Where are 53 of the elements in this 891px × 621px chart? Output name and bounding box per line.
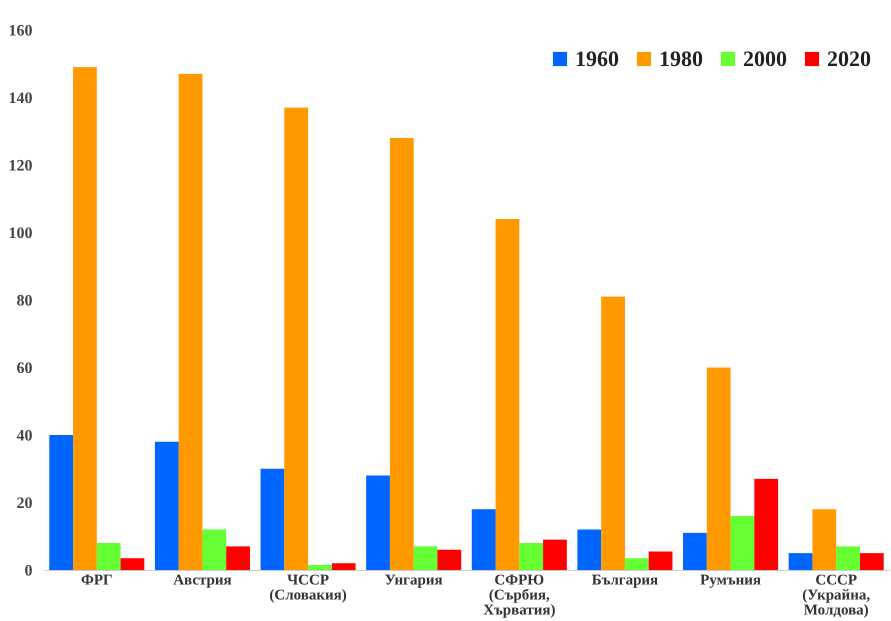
x-tick-label: ФРГ bbox=[81, 572, 113, 588]
x-tick-label: СФРЮ (Сърбия, Хърватия) bbox=[483, 572, 556, 618]
legend-label: 1980 bbox=[659, 46, 703, 71]
bar bbox=[472, 509, 496, 570]
x-tick-label: Австрия bbox=[173, 572, 232, 588]
bar bbox=[308, 564, 332, 570]
bar bbox=[836, 546, 860, 570]
bar bbox=[49, 435, 74, 570]
bar bbox=[332, 563, 356, 570]
bar bbox=[202, 530, 226, 570]
x-tick-label: СССР (Украйна, Молдова) bbox=[802, 572, 870, 618]
bar bbox=[178, 74, 202, 570]
bar bbox=[577, 530, 602, 570]
y-tick-label: 0 bbox=[24, 562, 32, 580]
x-tick-label: ЧССР (Словакия) bbox=[269, 572, 347, 604]
bar bbox=[754, 478, 778, 570]
y-tick-label: 100 bbox=[8, 225, 32, 242]
bar bbox=[260, 468, 284, 570]
y-tick-label: 160 bbox=[8, 22, 32, 40]
bar bbox=[519, 543, 544, 570]
bar bbox=[706, 368, 731, 570]
y-tick-label: 60 bbox=[16, 360, 32, 377]
bar bbox=[543, 540, 567, 570]
y-tick-label: 140 bbox=[8, 90, 32, 107]
bar bbox=[414, 546, 438, 570]
y-tick-label: 120 bbox=[8, 158, 32, 174]
bar bbox=[730, 516, 754, 570]
bar bbox=[648, 551, 672, 570]
bar bbox=[96, 543, 121, 570]
bar bbox=[366, 476, 390, 570]
legend-label: 2020 bbox=[827, 46, 871, 71]
bar bbox=[390, 138, 414, 570]
bar bbox=[788, 553, 812, 570]
bar bbox=[284, 108, 308, 570]
x-tick-label: Унгария bbox=[384, 572, 443, 588]
legend-label: 1960 bbox=[575, 46, 619, 71]
x-tick-label: България bbox=[592, 572, 658, 588]
bar bbox=[624, 558, 649, 570]
bar bbox=[120, 558, 144, 570]
y-tick-label: 40 bbox=[16, 428, 32, 444]
bar bbox=[812, 509, 836, 570]
bar bbox=[437, 550, 462, 570]
y-tick-label: 80 bbox=[16, 292, 32, 310]
legend-label: 2000 bbox=[743, 46, 787, 71]
bar bbox=[154, 442, 179, 570]
bar bbox=[601, 296, 625, 570]
y-tick-label: 20 bbox=[16, 495, 32, 512]
bar bbox=[860, 553, 884, 570]
x-tick-label: Румъния bbox=[700, 572, 761, 588]
bar bbox=[496, 219, 520, 570]
bar bbox=[73, 67, 97, 570]
bar bbox=[683, 532, 707, 570]
bar bbox=[226, 546, 250, 570]
